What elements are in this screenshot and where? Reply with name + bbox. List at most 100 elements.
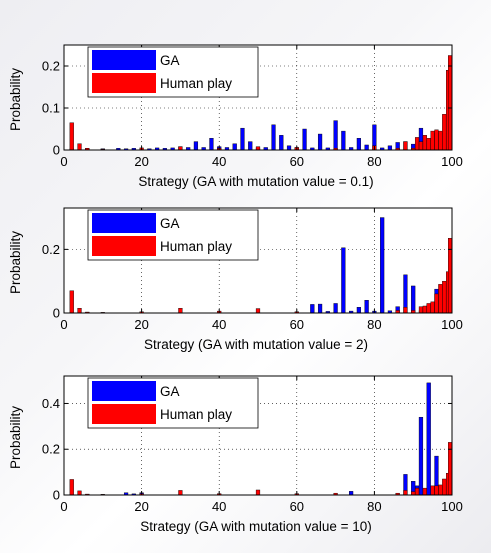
legend-swatch-human-play (92, 236, 156, 256)
bar-human-play (438, 284, 443, 314)
axes-box (63, 375, 453, 496)
x-tick-label: 0 (60, 499, 67, 514)
legend: GA Human play (87, 46, 259, 98)
bar-human-play (411, 491, 416, 496)
x-tick-label: 60 (290, 317, 304, 332)
bar-human-play (442, 280, 447, 314)
bar-human-play (442, 478, 447, 496)
bar-ga (271, 124, 276, 151)
bar-ga (209, 138, 214, 151)
bar-ga (317, 133, 323, 151)
axes-box (63, 44, 453, 151)
bar-human-play (69, 290, 74, 314)
x-tick-label: 0 (60, 154, 67, 169)
y-tick-label: 0.2 (42, 242, 60, 257)
x-tick-label: 80 (367, 499, 381, 514)
x-tick-label: 80 (367, 317, 381, 332)
bar-ga (349, 491, 354, 496)
bar-human-play (426, 138, 431, 151)
bar-human-play (438, 130, 443, 151)
bar-human-play (414, 137, 420, 151)
bar-ga (333, 120, 338, 151)
bar-ga (232, 143, 237, 151)
chart-panel-1: 0 20 40 60 80 100 0 0.1 0.2 Strategy (GA with mut… (8, 44, 463, 189)
legend-label: Human play (160, 407, 232, 422)
y-tick-label: 0.4 (42, 396, 60, 411)
bar-human-play (403, 490, 408, 496)
bar-human-play (434, 129, 439, 151)
bar-ga (317, 303, 323, 314)
bar-ga (364, 300, 369, 314)
x-tick-label: 40 (212, 499, 226, 514)
bar-ga (302, 128, 307, 151)
axes-box (63, 207, 453, 314)
x-tick-label: 60 (290, 154, 304, 169)
x-tick-label: 20 (134, 499, 148, 514)
bar-human-play (77, 308, 82, 314)
y-tick-label: 0.1 (42, 101, 60, 116)
chart-panel-2: 0 20 40 60 80 100 0 0.2 Strategy (GA with mutati… (8, 207, 463, 352)
x-axis-label: Strategy (GA with mutation value = 0.1) (138, 174, 373, 189)
bar-human-play (448, 55, 453, 151)
legend-swatch-human-play (92, 73, 156, 93)
bar-human-play (414, 487, 420, 496)
bar-human-play (178, 490, 183, 496)
bar-ga (248, 141, 253, 151)
x-axis-label: Strategy (GA with mutation value = 10) (140, 519, 372, 534)
legend-swatch-human-play (92, 404, 156, 424)
x-tick-label: 80 (367, 154, 381, 169)
bar-human-play (438, 484, 443, 496)
y-tick-label: 0 (53, 306, 60, 321)
legend-label: GA (160, 53, 180, 68)
bar-human-play (448, 442, 453, 496)
x-tick-label: 0 (60, 317, 67, 332)
bar-human-play (255, 489, 261, 496)
y-tick-label: 0 (53, 488, 60, 503)
y-axis-label: Probability (8, 68, 23, 131)
bar-ga (310, 304, 315, 314)
bar-human-play (69, 122, 74, 151)
legend-swatch-ga (92, 213, 156, 233)
bar-ga (364, 144, 369, 151)
legend-label: Human play (160, 76, 232, 91)
y-tick-label: 0.2 (42, 442, 60, 457)
bar-ga (286, 145, 292, 151)
bar-human-play (430, 130, 435, 151)
x-tick-label: 20 (134, 154, 148, 169)
y-tick-label: 0.2 (42, 59, 60, 74)
bar-ga (341, 247, 346, 314)
y-axis-label: Probability (8, 406, 23, 469)
bar-ga (240, 127, 245, 151)
x-tick-label: 100 (441, 499, 463, 514)
bar-ga (356, 138, 361, 151)
x-tick-label: 20 (134, 317, 148, 332)
bar-human-play (77, 143, 82, 151)
y-axis-label: Probability (8, 231, 23, 294)
bar-human-play (403, 141, 408, 151)
bar-ga (411, 285, 416, 314)
bar-human-play (418, 306, 424, 314)
x-axis-label: Strategy (GA with mutation value = 2) (144, 337, 368, 352)
legend: GA Human play (87, 377, 259, 429)
bar-human-play (426, 303, 431, 314)
legend: GA Human play (87, 209, 259, 261)
bar-ga (387, 145, 393, 151)
bar-human-play (255, 146, 261, 151)
bar-ga (333, 303, 338, 314)
legend-label: GA (160, 216, 180, 231)
x-tick-label: 40 (212, 317, 226, 332)
x-tick-label: 100 (441, 317, 463, 332)
bar-human-play (403, 307, 408, 314)
bar-ga (426, 382, 431, 496)
bar-ga (356, 307, 361, 314)
y-tick-label: 0 (53, 143, 60, 158)
bar-ga (279, 135, 284, 151)
x-tick-label: 40 (212, 154, 226, 169)
x-tick-label: 100 (441, 154, 463, 169)
x-tick-label: 60 (290, 499, 304, 514)
bar-ga (380, 217, 385, 314)
bar-human-play (422, 305, 427, 314)
bar-ga (341, 130, 346, 151)
bar-human-play (255, 308, 261, 314)
